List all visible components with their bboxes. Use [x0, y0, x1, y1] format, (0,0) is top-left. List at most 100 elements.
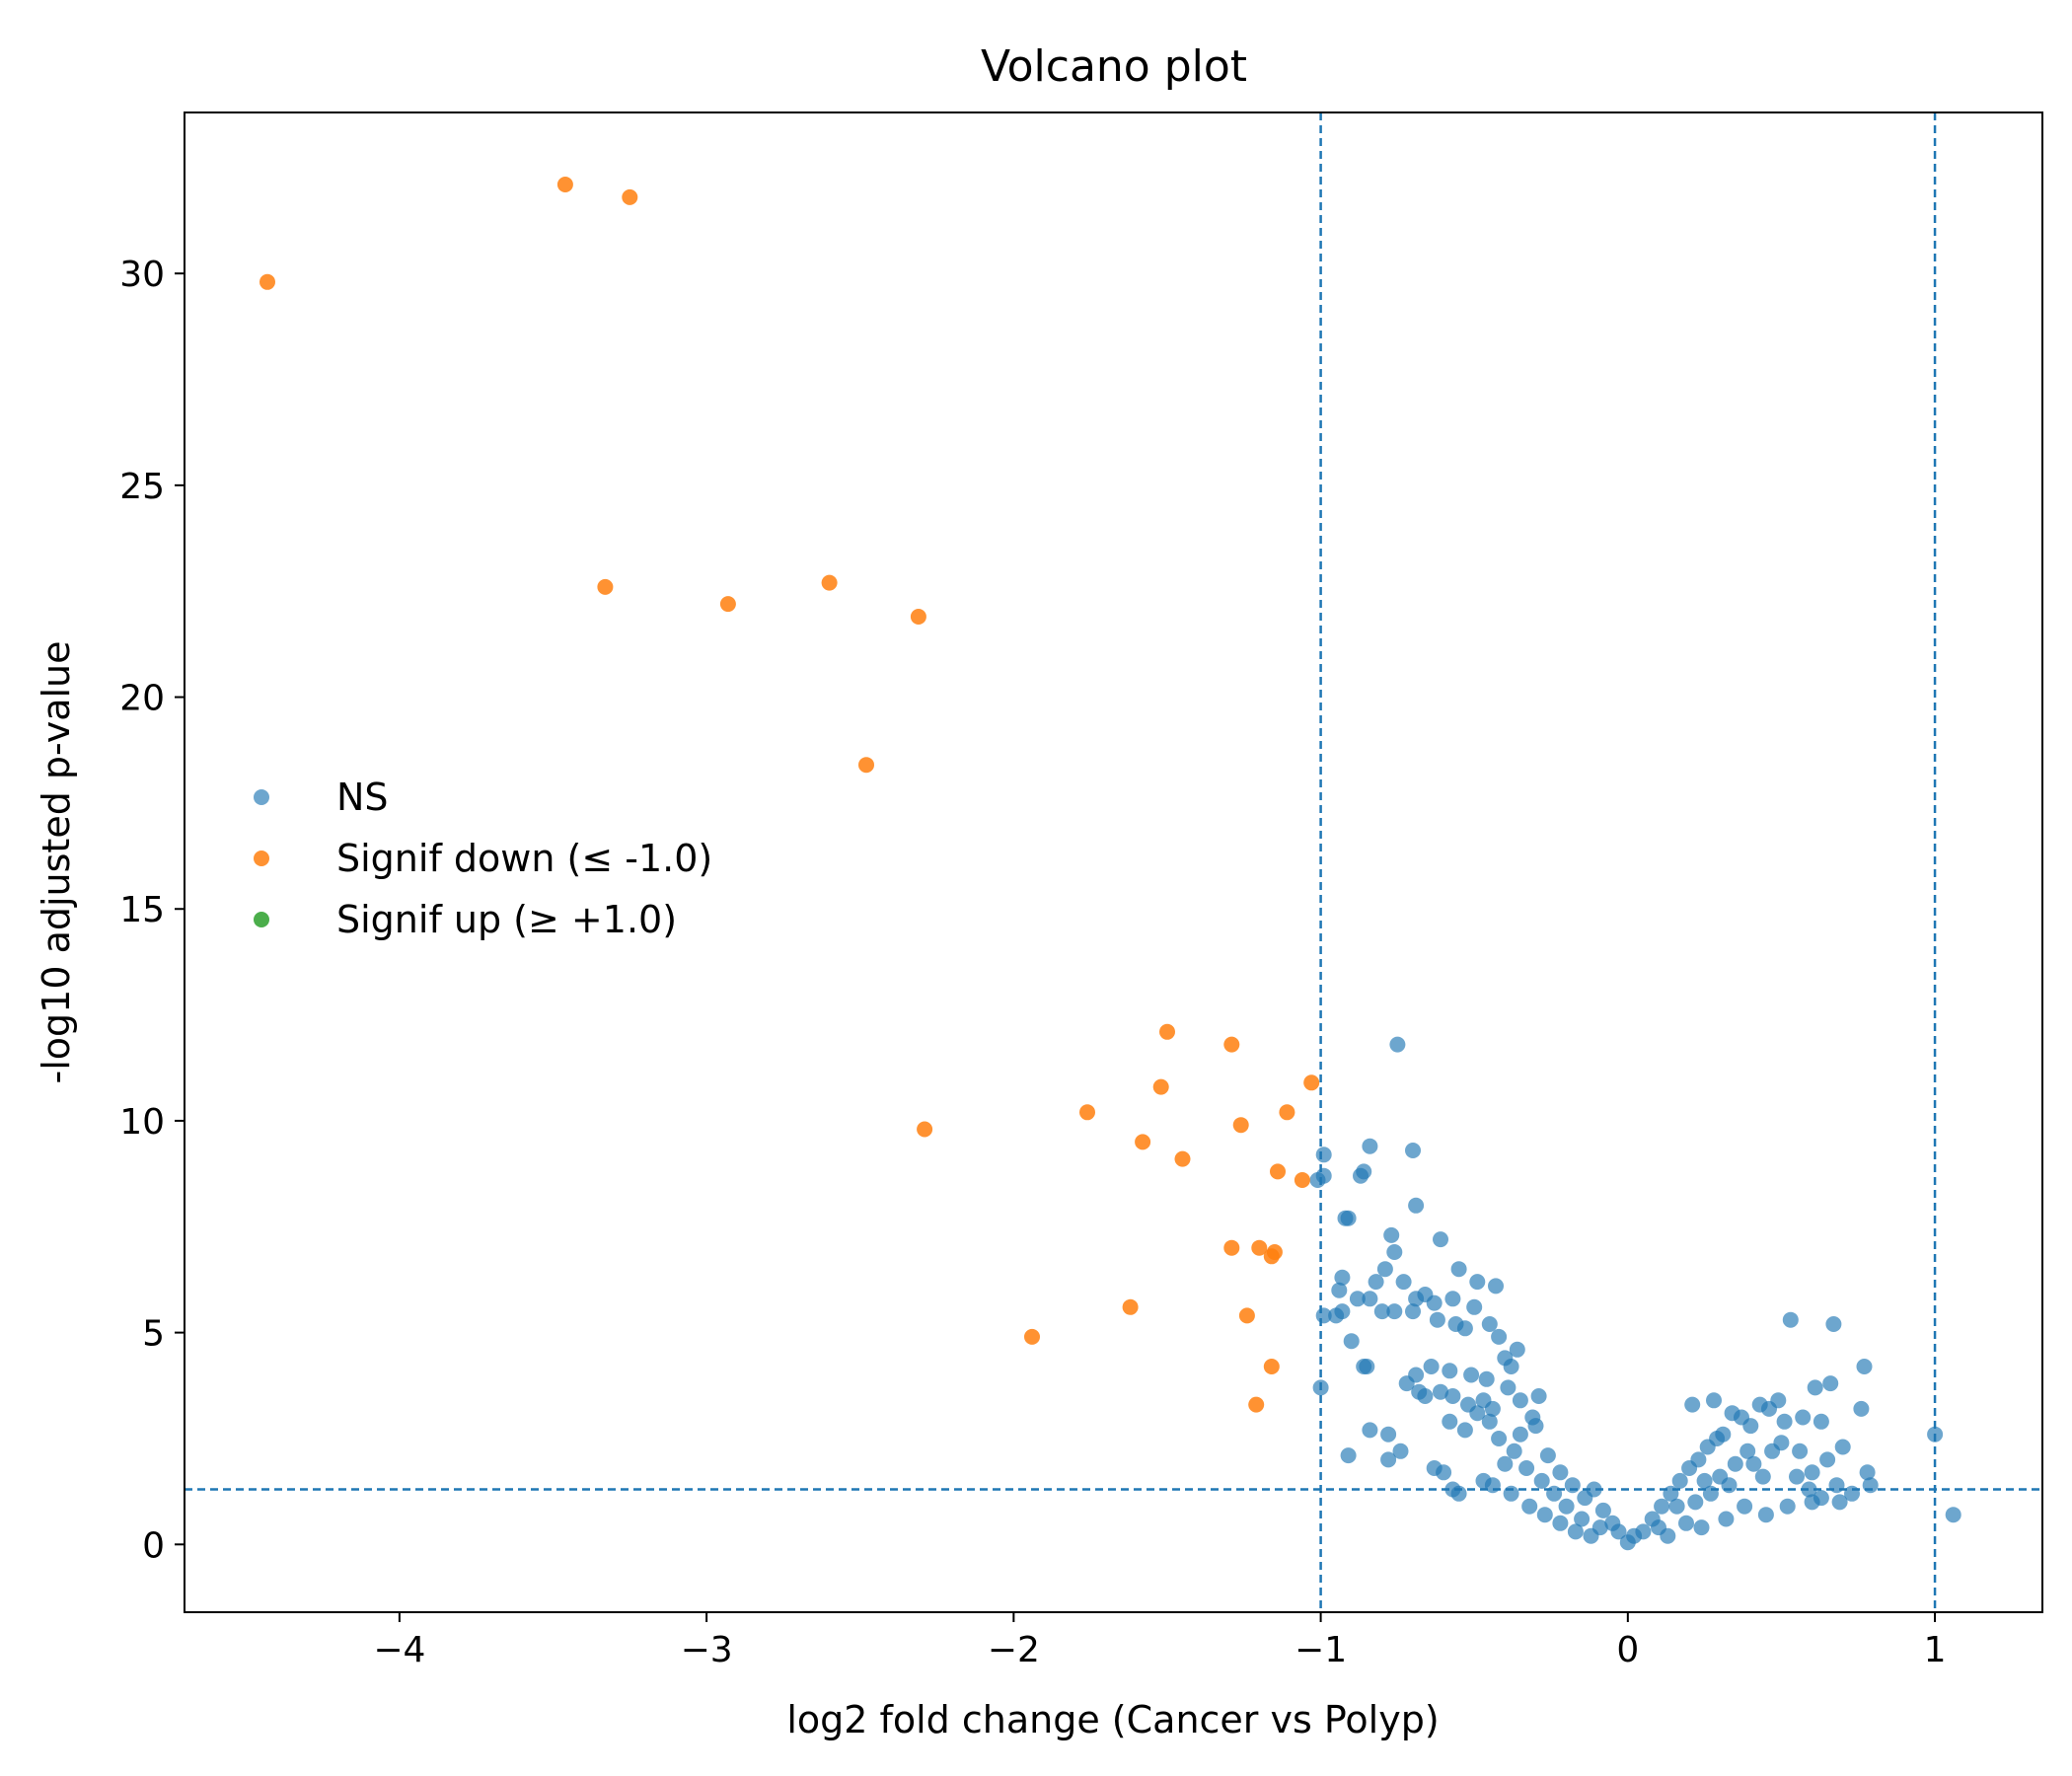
data-point-series-0-161: [1721, 1477, 1738, 1494]
data-point-series-0-78: [1552, 1464, 1569, 1481]
data-point-series-0-106: [1822, 1375, 1839, 1392]
data-point-series-0-75: [1512, 1426, 1528, 1443]
data-point-series-0-12: [1386, 1244, 1403, 1260]
data-point-series-0-56: [1444, 1388, 1461, 1404]
data-point-series-0-133: [1684, 1396, 1701, 1413]
data-point-series-0-6: [1353, 1167, 1369, 1184]
data-point-series-0-112: [1834, 1439, 1851, 1455]
data-point-series-0-144: [1518, 1460, 1535, 1476]
legend: NS Signif down (≤ -1.0) Signif up (≥ +1.0): [254, 776, 712, 941]
data-point-series-0-38: [1491, 1328, 1508, 1345]
data-point-series-0-70: [1436, 1464, 1452, 1481]
data-point-series-0-111: [1853, 1400, 1870, 1417]
data-point-series-0-49: [1503, 1359, 1519, 1374]
x-tick-label: −4: [373, 1630, 425, 1670]
data-point-series-0-143: [1533, 1472, 1550, 1489]
chart-title: Volcano plot: [981, 41, 1247, 92]
data-point-series-1-28: [1303, 1074, 1320, 1091]
data-point-series-0-34: [1429, 1311, 1445, 1328]
data-point-series-0-29: [1349, 1291, 1366, 1307]
threshold-lines-layer: [185, 112, 2042, 1612]
data-point-series-0-121: [1862, 1477, 1879, 1494]
legend-label-1: Signif down (≤ -1.0): [336, 837, 712, 880]
data-point-series-0-76: [1527, 1418, 1544, 1435]
data-point-series-0-50: [1509, 1341, 1525, 1358]
data-point-series-0-15: [1469, 1274, 1486, 1291]
data-point-series-0-124: [1779, 1498, 1796, 1515]
data-point-series-0-19: [1368, 1274, 1384, 1291]
data-point-series-1-8: [917, 1121, 933, 1138]
data-point-series-0-52: [1398, 1375, 1415, 1392]
plot-area-frame: [184, 111, 2043, 1613]
data-point-series-1-6: [910, 609, 926, 625]
data-point-series-0-118: [1828, 1477, 1845, 1494]
data-point-series-1-5: [821, 574, 838, 591]
data-point-series-0-0: [1389, 1036, 1406, 1053]
data-point-series-0-66: [1392, 1443, 1409, 1459]
data-point-series-1-14: [1152, 1078, 1169, 1095]
x-tick-label: 1: [1924, 1630, 1947, 1670]
data-point-series-1-11: [1122, 1298, 1139, 1315]
data-point-series-1-26: [1279, 1104, 1295, 1121]
data-point-series-0-26: [1466, 1298, 1483, 1315]
data-point-series-0-108: [1795, 1409, 1812, 1426]
data-point-series-0-167: [1754, 1468, 1771, 1485]
legend-marker-2: [254, 912, 269, 927]
data-point-series-0-128: [1693, 1519, 1710, 1536]
data-point-series-0-3: [1309, 1172, 1326, 1188]
data-point-series-1-27: [1294, 1172, 1310, 1188]
data-point-series-0-39: [1328, 1307, 1345, 1324]
data-point-series-0-79: [1564, 1477, 1581, 1494]
data-point-series-0-148: [1469, 1405, 1486, 1422]
data-point-series-0-10: [1337, 1210, 1354, 1226]
data-point-series-0-105: [1825, 1316, 1842, 1332]
data-point-series-0-81: [1586, 1481, 1602, 1498]
data-point-series-0-45: [1442, 1363, 1458, 1379]
y-axis-ticks: 0 5 10 15 20 25 30: [119, 255, 185, 1566]
data-point-series-1-3: [597, 578, 614, 595]
data-point-series-0-8: [1408, 1197, 1425, 1214]
y-axis-label: -log10 adjusted p-value: [35, 640, 78, 1083]
data-point-series-0-113: [1819, 1451, 1836, 1468]
data-point-series-0-99: [1742, 1418, 1759, 1435]
data-point-series-0-30: [1362, 1291, 1378, 1307]
data-point-series-1-7: [858, 757, 874, 774]
legend-marker-0: [254, 789, 269, 805]
data-point-series-1-9: [1024, 1328, 1040, 1345]
data-point-series-0-151: [1484, 1477, 1501, 1494]
legend-marker-1: [254, 851, 269, 866]
data-point-series-0-54: [1417, 1388, 1434, 1404]
data-point-series-0-154: [1536, 1507, 1553, 1523]
data-point-series-0-82: [1594, 1502, 1611, 1518]
data-point-series-1-12: [1135, 1134, 1151, 1150]
data-point-series-0-16: [1488, 1278, 1504, 1295]
data-point-series-0-87: [1635, 1523, 1652, 1540]
data-point-series-0-145: [1506, 1443, 1522, 1459]
data-point-series-1-15: [1174, 1150, 1191, 1167]
x-axis-label: log2 fold change (Cancer vs Polyp): [786, 1698, 1439, 1741]
data-point-series-0-149: [1456, 1422, 1473, 1439]
data-point-series-0-141: [1558, 1498, 1575, 1515]
data-point-series-0-159: [1687, 1494, 1704, 1511]
y-tick-label: 15: [119, 890, 165, 930]
data-point-series-0-140: [1574, 1511, 1591, 1527]
y-tick-label: 10: [119, 1102, 165, 1143]
data-point-series-0-134: [1727, 1455, 1743, 1472]
x-tick-label: −3: [681, 1630, 733, 1670]
data-point-series-0-11: [1383, 1226, 1400, 1243]
data-point-series-1-18: [1223, 1239, 1240, 1256]
x-tick-label: −2: [988, 1630, 1040, 1670]
data-point-series-0-60: [1500, 1379, 1517, 1396]
data-point-series-0-32: [1386, 1303, 1403, 1320]
data-points-layer: [259, 177, 1961, 1551]
data-point-series-1-0: [259, 273, 275, 290]
data-point-series-0-162: [1745, 1455, 1762, 1472]
data-point-series-0-17: [1334, 1269, 1351, 1286]
data-point-series-0-77: [1539, 1447, 1556, 1464]
data-point-series-0-109: [1813, 1413, 1829, 1430]
data-point-series-0-120: [1859, 1464, 1876, 1481]
data-point-series-0-1: [1315, 1147, 1332, 1163]
data-point-series-1-16: [1223, 1036, 1240, 1053]
data-point-series-0-131: [1945, 1507, 1961, 1523]
data-point-series-0-42: [1359, 1359, 1375, 1374]
